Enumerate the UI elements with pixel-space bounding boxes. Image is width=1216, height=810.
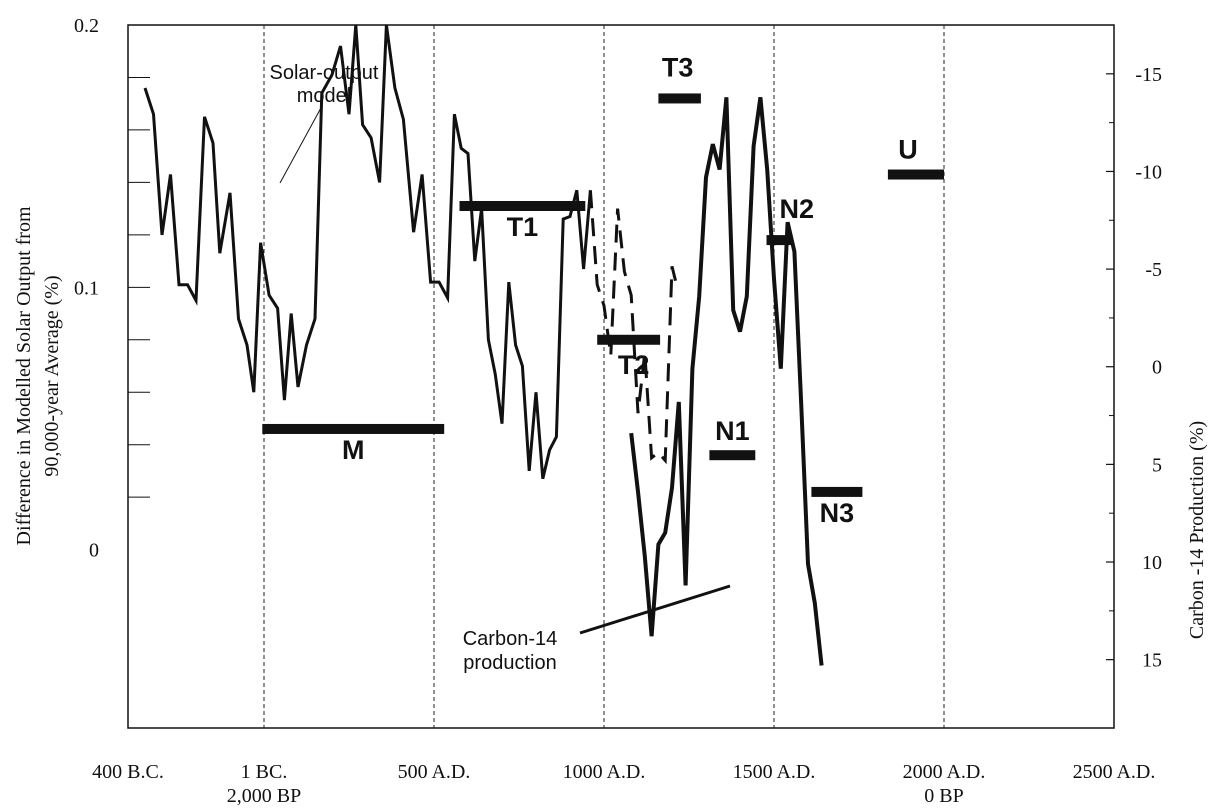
solar-label-leader xyxy=(279,105,323,184)
y-tick-label: 0 xyxy=(89,540,99,562)
period-label-t3: T3 xyxy=(662,52,694,82)
period-label-t1: T1 xyxy=(507,212,539,242)
y-axis-title-line2: 90,000-year Average (%) xyxy=(41,275,63,476)
period-bar-t3 xyxy=(658,93,701,104)
x-tick-label: 0 BP xyxy=(924,785,963,807)
solar-model-label-line1: Solar-output xyxy=(270,62,379,84)
x-tick-label: 2,000 BP xyxy=(227,785,301,807)
period-bar-m xyxy=(262,423,445,434)
x-tick-label: 2000 A.D. xyxy=(903,761,986,783)
solar-model-label-line2: model xyxy=(297,85,351,107)
right-tick-label: 0 xyxy=(1152,357,1162,379)
period-bar-u xyxy=(887,169,944,180)
carbon-label-leader xyxy=(579,584,731,635)
carbon-label-line2: production xyxy=(463,652,556,674)
carbon-label-line1: Carbon-14 xyxy=(463,628,558,650)
right-tick-label: 10 xyxy=(1142,552,1162,574)
period-label-m: M xyxy=(342,435,365,465)
y-tick-label: 0.2 xyxy=(74,15,99,37)
period-label-u: U xyxy=(898,135,918,165)
plot-frame xyxy=(127,24,1115,729)
right-tick-label: -10 xyxy=(1135,161,1162,183)
x-tick-label: 1 BC. xyxy=(241,761,288,783)
period-label-n3: N3 xyxy=(820,498,855,528)
solar-output-series-line xyxy=(143,24,592,480)
right-axis-title: Carbon -14 Production (%) xyxy=(1186,421,1208,639)
y-axis-title-line1: Difference in Modelled Solar Output from xyxy=(13,206,35,545)
period-bar-n1 xyxy=(709,450,756,461)
solar-output-projection-line xyxy=(588,190,679,465)
carbon14-series-line xyxy=(629,97,824,666)
period-bar-t1 xyxy=(459,200,586,211)
x-tick-label: 500 A.D. xyxy=(398,761,471,783)
period-bar-n2 xyxy=(766,235,791,246)
right-tick-label: 15 xyxy=(1142,650,1162,672)
x-tick-label: 2500 A.D. xyxy=(1073,761,1156,783)
period-bar-n3 xyxy=(811,486,863,497)
y-tick-label: 0.1 xyxy=(74,277,99,299)
period-bar-t2 xyxy=(597,334,661,345)
right-tick-label: 5 xyxy=(1152,454,1162,476)
period-label-n1: N1 xyxy=(715,416,750,446)
x-tick-label: 1500 A.D. xyxy=(733,761,816,783)
period-label-n2: N2 xyxy=(780,194,815,224)
right-tick-label: -5 xyxy=(1145,259,1162,281)
x-tick-label: 400 B.C. xyxy=(92,761,164,783)
x-tick-label: 1000 A.D. xyxy=(563,761,646,783)
right-tick-label: -15 xyxy=(1135,64,1162,86)
